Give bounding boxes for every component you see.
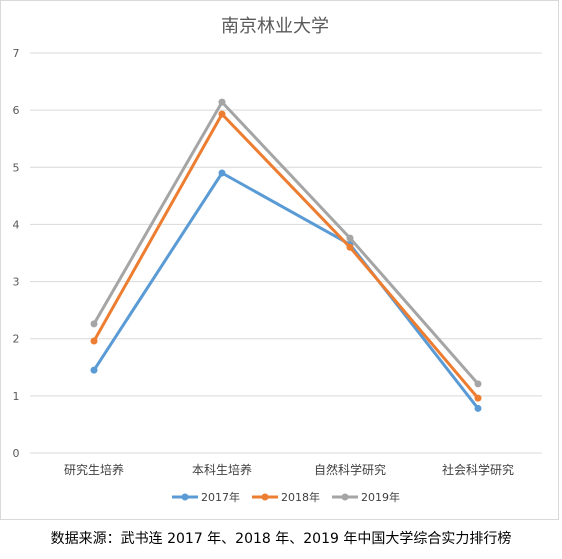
data-point [90, 320, 98, 328]
data-point [218, 110, 226, 118]
line-chart: 南京林业大学 0 1 2 3 4 5 6 7 研究生培养 本科生培养 自然科学研究 社会科学研究 2… [13, 16, 542, 504]
x-category-label: 研究生培养 [64, 462, 124, 477]
legend-swatch-marker [341, 493, 349, 501]
x-category-label: 本科生培养 [192, 462, 252, 477]
legend-label: 2017年 [201, 490, 240, 504]
x-category-label: 社会科学研究 [442, 462, 514, 477]
legend-swatch-marker [261, 493, 269, 501]
data-point [90, 366, 98, 374]
x-category-label: 自然科学研究 [314, 462, 386, 477]
series-line-2 [92, 100, 480, 386]
y-tick-label: 7 [13, 47, 20, 60]
legend: 2017年 2018年 2019年 [172, 490, 400, 504]
chart-area [0, 0, 559, 520]
data-point [346, 234, 354, 242]
y-tick-label: 3 [13, 276, 20, 289]
series-line-0 [92, 171, 480, 410]
data-point [474, 394, 482, 402]
y-tick-label: 0 [13, 447, 20, 460]
data-point [218, 98, 226, 106]
data-point [90, 337, 98, 345]
y-tick-label: 4 [13, 218, 20, 231]
y-tick-label: 5 [13, 161, 20, 174]
y-axis-ticks: 0 1 2 3 4 5 6 7 [13, 47, 20, 460]
data-point [474, 380, 482, 388]
data-point [346, 243, 354, 251]
y-tick-label: 6 [13, 104, 20, 117]
legend-item-2: 2019年 [332, 490, 400, 504]
legend-label: 2019年 [361, 490, 400, 504]
data-point [218, 169, 226, 177]
data-point [474, 404, 482, 412]
y-tick-label: 1 [13, 390, 20, 403]
y-tick-label: 2 [13, 333, 20, 346]
chart-title: 南京林业大学 [221, 16, 329, 37]
series-line-1 [92, 112, 480, 400]
legend-item-1: 2018年 [252, 490, 320, 504]
legend-label: 2018年 [281, 490, 320, 504]
series-lines [90, 98, 482, 412]
x-axis-categories: 研究生培养 本科生培养 自然科学研究 社会科学研究 [64, 462, 514, 477]
legend-swatch-marker [181, 493, 189, 501]
source-note: 数据来源：武书连 2017 年、2018 年、2019 年中国大学综合实力排行榜 [50, 531, 512, 547]
gridlines [30, 52, 542, 454]
legend-item-0: 2017年 [172, 490, 240, 504]
